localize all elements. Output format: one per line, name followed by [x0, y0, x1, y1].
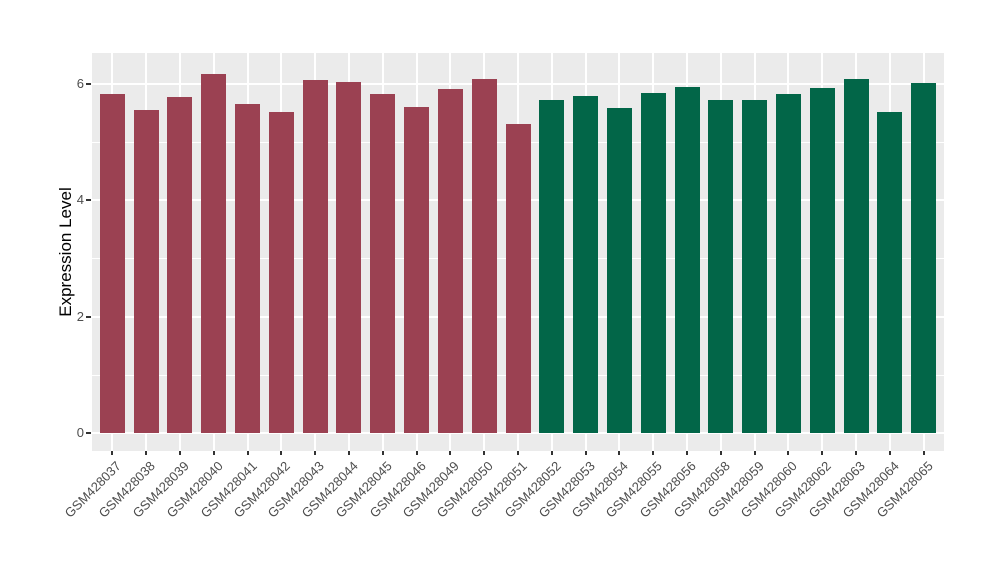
bar-GSM428055	[640, 93, 666, 433]
y-tick-mark	[86, 82, 91, 85]
bar-GSM428051	[505, 124, 531, 433]
x-tick-mark	[381, 451, 384, 455]
x-tick-mark	[111, 451, 114, 455]
bar-GSM428039	[167, 97, 193, 433]
bar-GSM428062	[809, 88, 835, 433]
y-tick-label: 2	[76, 308, 84, 324]
x-tick-mark	[888, 451, 891, 455]
x-tick-mark	[584, 451, 587, 455]
y-tick-label: 6	[76, 75, 84, 91]
bar-GSM428054	[606, 108, 632, 433]
y-tick-label: 0	[76, 425, 84, 440]
bar-GSM428059	[742, 100, 768, 433]
x-tick-mark	[618, 451, 621, 455]
x-tick-mark	[686, 451, 689, 455]
y-tick-label: 4	[76, 192, 84, 208]
y-tick-mark	[86, 199, 91, 202]
bar-GSM428042	[268, 111, 294, 433]
x-tick-mark	[855, 451, 858, 455]
bar-GSM428058	[708, 100, 734, 433]
x-tick-mark	[517, 451, 519, 455]
bar-GSM428063	[843, 79, 869, 433]
x-tick-mark	[719, 451, 722, 455]
bar-GSM428044	[336, 81, 362, 433]
x-tick-mark	[753, 451, 756, 455]
x-tick-mark	[922, 451, 925, 455]
x-tick-mark	[483, 451, 486, 455]
x-tick-mark	[314, 451, 317, 455]
x-tick-mark	[652, 451, 655, 455]
bar-GSM428045	[370, 94, 396, 433]
x-tick-mark	[246, 451, 249, 455]
x-tick-mark	[212, 451, 215, 455]
bar-GSM428065	[911, 83, 937, 433]
x-tick-mark	[178, 451, 181, 455]
bar-GSM428043	[302, 80, 328, 433]
bar-GSM428053	[573, 96, 599, 433]
bar-GSM428038	[133, 110, 159, 433]
x-tick-mark	[347, 451, 350, 455]
x-tick-mark	[550, 451, 553, 455]
gridline-major	[92, 82, 944, 85]
bar-GSM428041	[235, 103, 261, 433]
x-tick-mark	[787, 451, 790, 455]
bar-GSM428050	[471, 78, 497, 433]
x-tick-mark	[415, 451, 418, 455]
x-tick-mark	[280, 451, 283, 455]
bar-GSM428052	[539, 100, 565, 433]
y-tick-mark	[86, 432, 91, 434]
bar-GSM428037	[99, 94, 125, 433]
x-tick-mark	[145, 451, 148, 455]
x-tick-mark	[821, 451, 824, 455]
bar-GSM428064	[877, 111, 903, 433]
bar-GSM428040	[201, 74, 227, 433]
bar-GSM428046	[404, 107, 430, 433]
bar-GSM428049	[437, 89, 463, 433]
gridline-major	[92, 432, 944, 434]
x-tick-mark	[449, 451, 452, 455]
y-tick-mark	[86, 315, 91, 318]
bar-GSM428056	[674, 86, 700, 433]
plot-panel	[92, 53, 944, 451]
bar-GSM428060	[775, 94, 801, 433]
